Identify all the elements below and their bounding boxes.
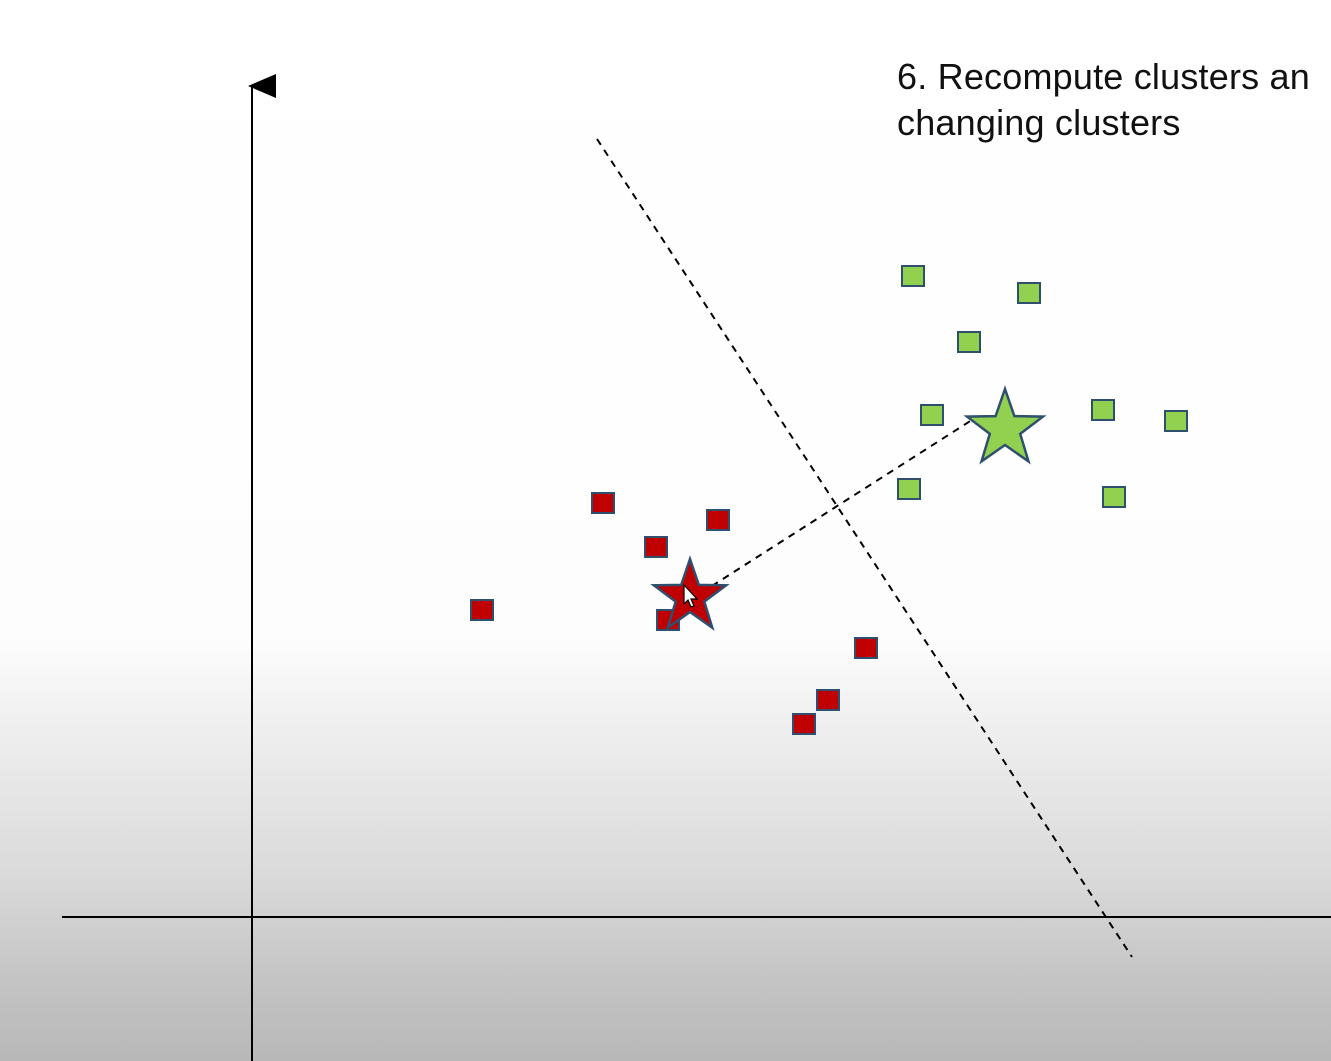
red-point [854,637,878,659]
guide-lines [596,138,1133,958]
mouse-cursor-icon [683,583,699,608]
decision-boundary-line [596,138,1133,958]
green-point [901,265,925,287]
slide-title-line-2: changing clusters [897,102,1181,143]
slide-title: 6. Recompute clusters an changing cluste… [897,54,1331,146]
red-point [591,492,615,514]
slide-title-line-1: 6. Recompute clusters an [897,56,1310,97]
red-point [792,713,816,735]
green-point [1017,282,1041,304]
green-cluster [897,265,1188,508]
red-point [470,599,494,621]
green-centroid-star [963,385,1047,465]
cursor-layer [683,583,699,608]
centroid-connector-line [689,417,976,601]
green-point [1164,410,1188,432]
red-point [816,689,840,711]
green-point [957,331,981,353]
green-point [920,404,944,426]
red-cluster [470,492,878,735]
green-point [1091,399,1115,421]
red-point [706,509,730,531]
axes [62,74,1331,1061]
green-point [1102,486,1126,508]
green-point [897,478,921,500]
red-point [644,536,668,558]
